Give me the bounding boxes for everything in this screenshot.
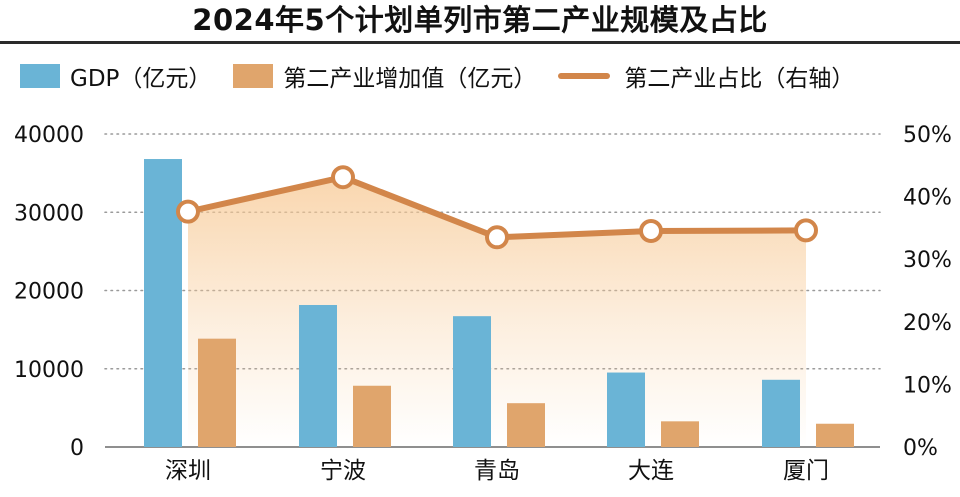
bar-industry: [198, 338, 236, 447]
legend-line-ratio: [558, 73, 611, 79]
bar-gdp: [453, 316, 491, 447]
y-left-tick-label: 0: [70, 436, 84, 461]
ratio-point: [485, 225, 509, 250]
y-right-tick-label: 40%: [903, 186, 952, 211]
legend-swatch-industry: [233, 64, 274, 88]
y-left-tick-label: 30000: [14, 201, 84, 226]
y-left-tick-label: 40000: [14, 123, 84, 148]
ratio-point: [176, 199, 200, 224]
legend-item-industry: 第二产业增加值（亿元）: [233, 59, 536, 93]
x-category-label: 深圳: [165, 458, 211, 484]
y-left-tick-label: 10000: [14, 358, 84, 383]
legend-item-ratio: 第二产业占比（右轴）: [558, 59, 854, 93]
x-category-label: 青岛: [474, 458, 520, 484]
bar-industry: [661, 421, 699, 447]
ratio-point: [794, 218, 818, 243]
y-right-tick-label: 10%: [903, 373, 952, 398]
legend-label-industry: 第二产业增加值（亿元）: [283, 66, 537, 92]
ratio-area: [188, 177, 806, 447]
y-left-tick-label: 20000: [14, 280, 84, 305]
legend: GDP（亿元） 第二产业增加值（亿元） 第二产业占比（右轴）: [20, 60, 876, 92]
bar-industry: [816, 423, 854, 447]
y-right-tick-label: 50%: [903, 123, 952, 148]
y-right-tick-label: 20%: [903, 311, 952, 336]
legend-label-ratio: 第二产业占比（右轴）: [624, 66, 855, 92]
bar-gdp: [144, 159, 182, 447]
chart-title: 2024年5个计划单列市第二产业规模及占比: [192, 3, 768, 37]
bar-industry: [507, 403, 545, 447]
ratio-point: [331, 165, 355, 190]
bar-gdp: [762, 379, 800, 447]
bar-industry: [353, 385, 391, 447]
bar-gdp: [607, 372, 645, 447]
x-category-label: 厦门: [783, 458, 829, 484]
title-underline: [0, 41, 960, 44]
legend-item-gdp: GDP（亿元）: [20, 59, 211, 93]
x-category-label: 大连: [628, 458, 674, 484]
legend-swatch-gdp: [20, 64, 60, 88]
x-category-label: 宁波: [320, 458, 366, 484]
y-right-tick-label: 30%: [903, 248, 952, 273]
ratio-point: [639, 219, 663, 244]
legend-label-gdp: GDP（亿元）: [70, 66, 212, 92]
y-right-tick-label: 0%: [903, 436, 938, 461]
bar-gdp: [299, 304, 337, 447]
